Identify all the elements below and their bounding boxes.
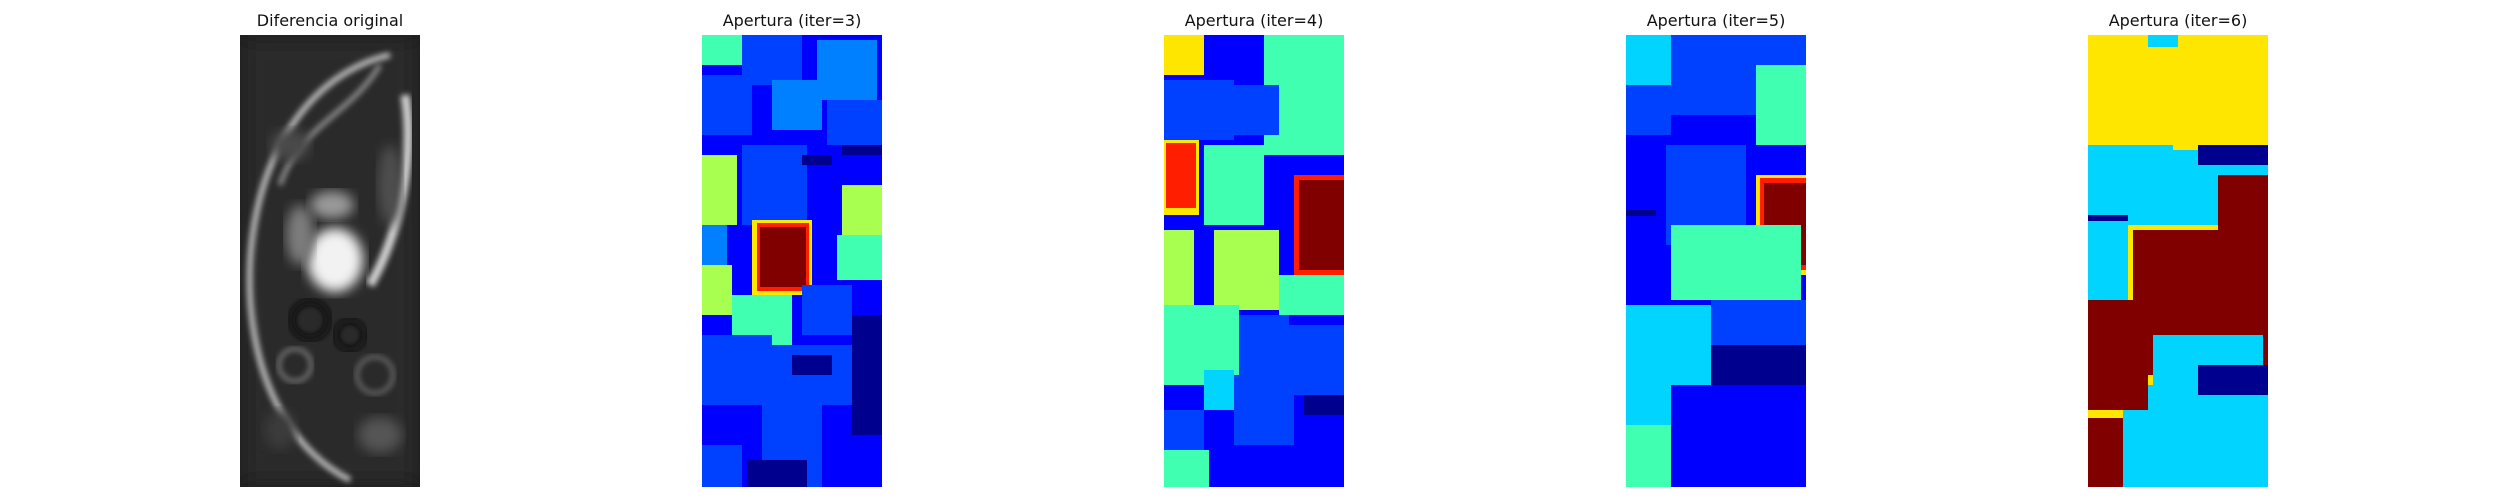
panel-title: Apertura (iter=3): [722, 11, 862, 30]
panel-title: Apertura (iter=5): [1646, 11, 1786, 30]
panel-title: Apertura (iter=4): [1184, 11, 1324, 30]
panel-title: Diferencia original: [256, 11, 404, 30]
label-map-image: [2088, 35, 2268, 487]
label-map-image: [702, 35, 882, 487]
panel-iter-3: Apertura (iter=3): [702, 0, 882, 500]
label-map-image: [1164, 35, 1344, 487]
panel-iter-5: Apertura (iter=5): [1626, 0, 1806, 500]
grayscale-image: [240, 35, 420, 487]
label-map-image: [1626, 35, 1806, 487]
panel-iter-4: Apertura (iter=4): [1164, 0, 1344, 500]
panel-iter-6: Apertura (iter=6): [2088, 0, 2268, 500]
panel-original: Diferencia original: [240, 0, 420, 500]
panel-title: Apertura (iter=6): [2108, 11, 2248, 30]
